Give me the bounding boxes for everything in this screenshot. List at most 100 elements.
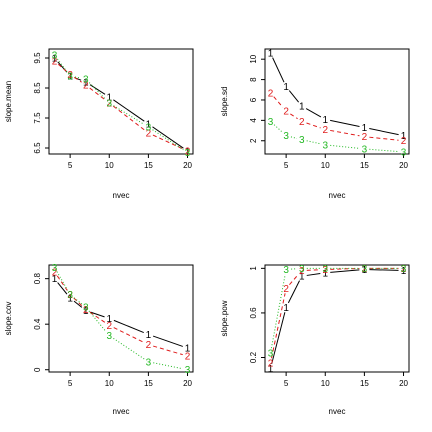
- x-tick-label: 20: [183, 379, 192, 388]
- x-tick-label: 10: [321, 161, 330, 170]
- x-tick-label: 20: [399, 379, 408, 388]
- data-point-1: 1: [67, 294, 73, 305]
- series-line-segment: [57, 282, 68, 295]
- x-tick-label: 15: [144, 161, 153, 170]
- x-tick-label: 15: [144, 379, 153, 388]
- series-line-segment: [90, 311, 105, 318]
- data-point-1: 1: [268, 49, 274, 60]
- series-line-segment: [153, 345, 183, 356]
- series-line-segment: [271, 312, 286, 364]
- data-point-2: 2: [322, 265, 328, 276]
- y-axis-label: slope.pow: [220, 300, 229, 336]
- series-line-segment: [330, 129, 360, 137]
- series-line-segment: [56, 271, 69, 291]
- data-point-2: 2: [146, 340, 152, 351]
- series-line-segment: [306, 269, 321, 271]
- x-tick-label: 20: [399, 161, 408, 170]
- series-line-segment: [273, 96, 284, 108]
- series-line-segment: [57, 63, 67, 72]
- series-line-segment: [290, 113, 298, 120]
- series-line-segment: [73, 300, 83, 308]
- data-point-3: 3: [106, 331, 112, 342]
- x-tick-label: 15: [360, 161, 369, 170]
- data-point-3: 3: [401, 264, 407, 275]
- x-axis-label: nvec: [113, 407, 130, 416]
- series-line-segment: [306, 140, 321, 145]
- x-tick-label: 5: [284, 379, 289, 388]
- plot-frame: [264, 48, 410, 155]
- y-axis-label: slope.mean: [4, 81, 13, 122]
- data-point-2: 2: [299, 266, 305, 277]
- series-line-segment: [74, 76, 82, 83]
- data-point-2: 2: [362, 264, 368, 275]
- data-point-3: 3: [299, 264, 305, 275]
- series-line-segment: [152, 134, 184, 150]
- data-point-2: 2: [146, 129, 152, 140]
- series-line-segment: [73, 297, 83, 305]
- data-point-3: 3: [401, 147, 407, 158]
- data-point-2: 2: [322, 125, 328, 136]
- data-point-2: 2: [185, 147, 191, 158]
- series-line-segment: [270, 274, 286, 349]
- series-line-segment: [152, 335, 183, 347]
- data-point-3: 3: [52, 51, 58, 62]
- series-line-segment: [369, 128, 399, 136]
- y-tick-label: 7.5: [33, 112, 42, 124]
- x-tick-label: 10: [105, 379, 114, 388]
- data-point-1: 1: [283, 82, 289, 93]
- data-point-3: 3: [83, 75, 89, 86]
- data-point-3: 3: [322, 264, 328, 275]
- data-point-3: 3: [106, 99, 112, 110]
- series-line-segment: [306, 122, 321, 129]
- data-point-1: 1: [283, 303, 289, 314]
- data-point-2: 2: [283, 107, 289, 118]
- series-line-segment: [288, 90, 300, 103]
- y-tick-label: 0: [33, 367, 42, 372]
- data-point-3: 3: [322, 140, 328, 151]
- y-axis-label: slope.cov: [4, 302, 13, 336]
- data-point-1: 1: [401, 266, 407, 277]
- series-line-segment: [74, 76, 81, 79]
- series-line-segment: [330, 144, 360, 149]
- series-line-segment: [271, 293, 286, 359]
- series-line-segment: [113, 327, 145, 343]
- y-tick-label: 1: [249, 266, 258, 271]
- series-line-segment: [152, 126, 184, 149]
- data-point-1: 1: [52, 54, 58, 65]
- series-line-segment: [113, 319, 144, 334]
- series-line-segment: [287, 280, 300, 304]
- y-tick-label: 2: [249, 138, 258, 143]
- data-point-1: 1: [362, 123, 368, 134]
- y-tick-label: 0.8: [33, 273, 42, 285]
- series-line-segment: [330, 269, 360, 273]
- y-tick-label: 6: [249, 97, 258, 102]
- data-point-3: 3: [52, 263, 58, 274]
- series-line-segment: [89, 84, 106, 95]
- y-tick-label: 9.5: [33, 52, 42, 64]
- y-tick-label: 0.6: [249, 307, 258, 319]
- data-point-2: 2: [401, 264, 407, 275]
- data-point-3: 3: [362, 144, 368, 155]
- series-line-segment: [153, 362, 183, 370]
- data-point-3: 3: [185, 148, 191, 159]
- series-line-segment: [330, 119, 360, 127]
- data-point-3: 3: [268, 349, 274, 360]
- series-line-segment: [113, 99, 145, 122]
- data-point-2: 2: [362, 132, 368, 143]
- data-point-1: 1: [146, 120, 152, 131]
- series-line-segment: [113, 337, 145, 360]
- series-line-segment: [305, 108, 322, 118]
- series-line-segment: [369, 136, 399, 141]
- x-tick-label: 10: [105, 161, 114, 170]
- data-point-2: 2: [106, 321, 112, 332]
- data-point-3: 3: [283, 131, 289, 142]
- series-line-segment: [289, 274, 299, 285]
